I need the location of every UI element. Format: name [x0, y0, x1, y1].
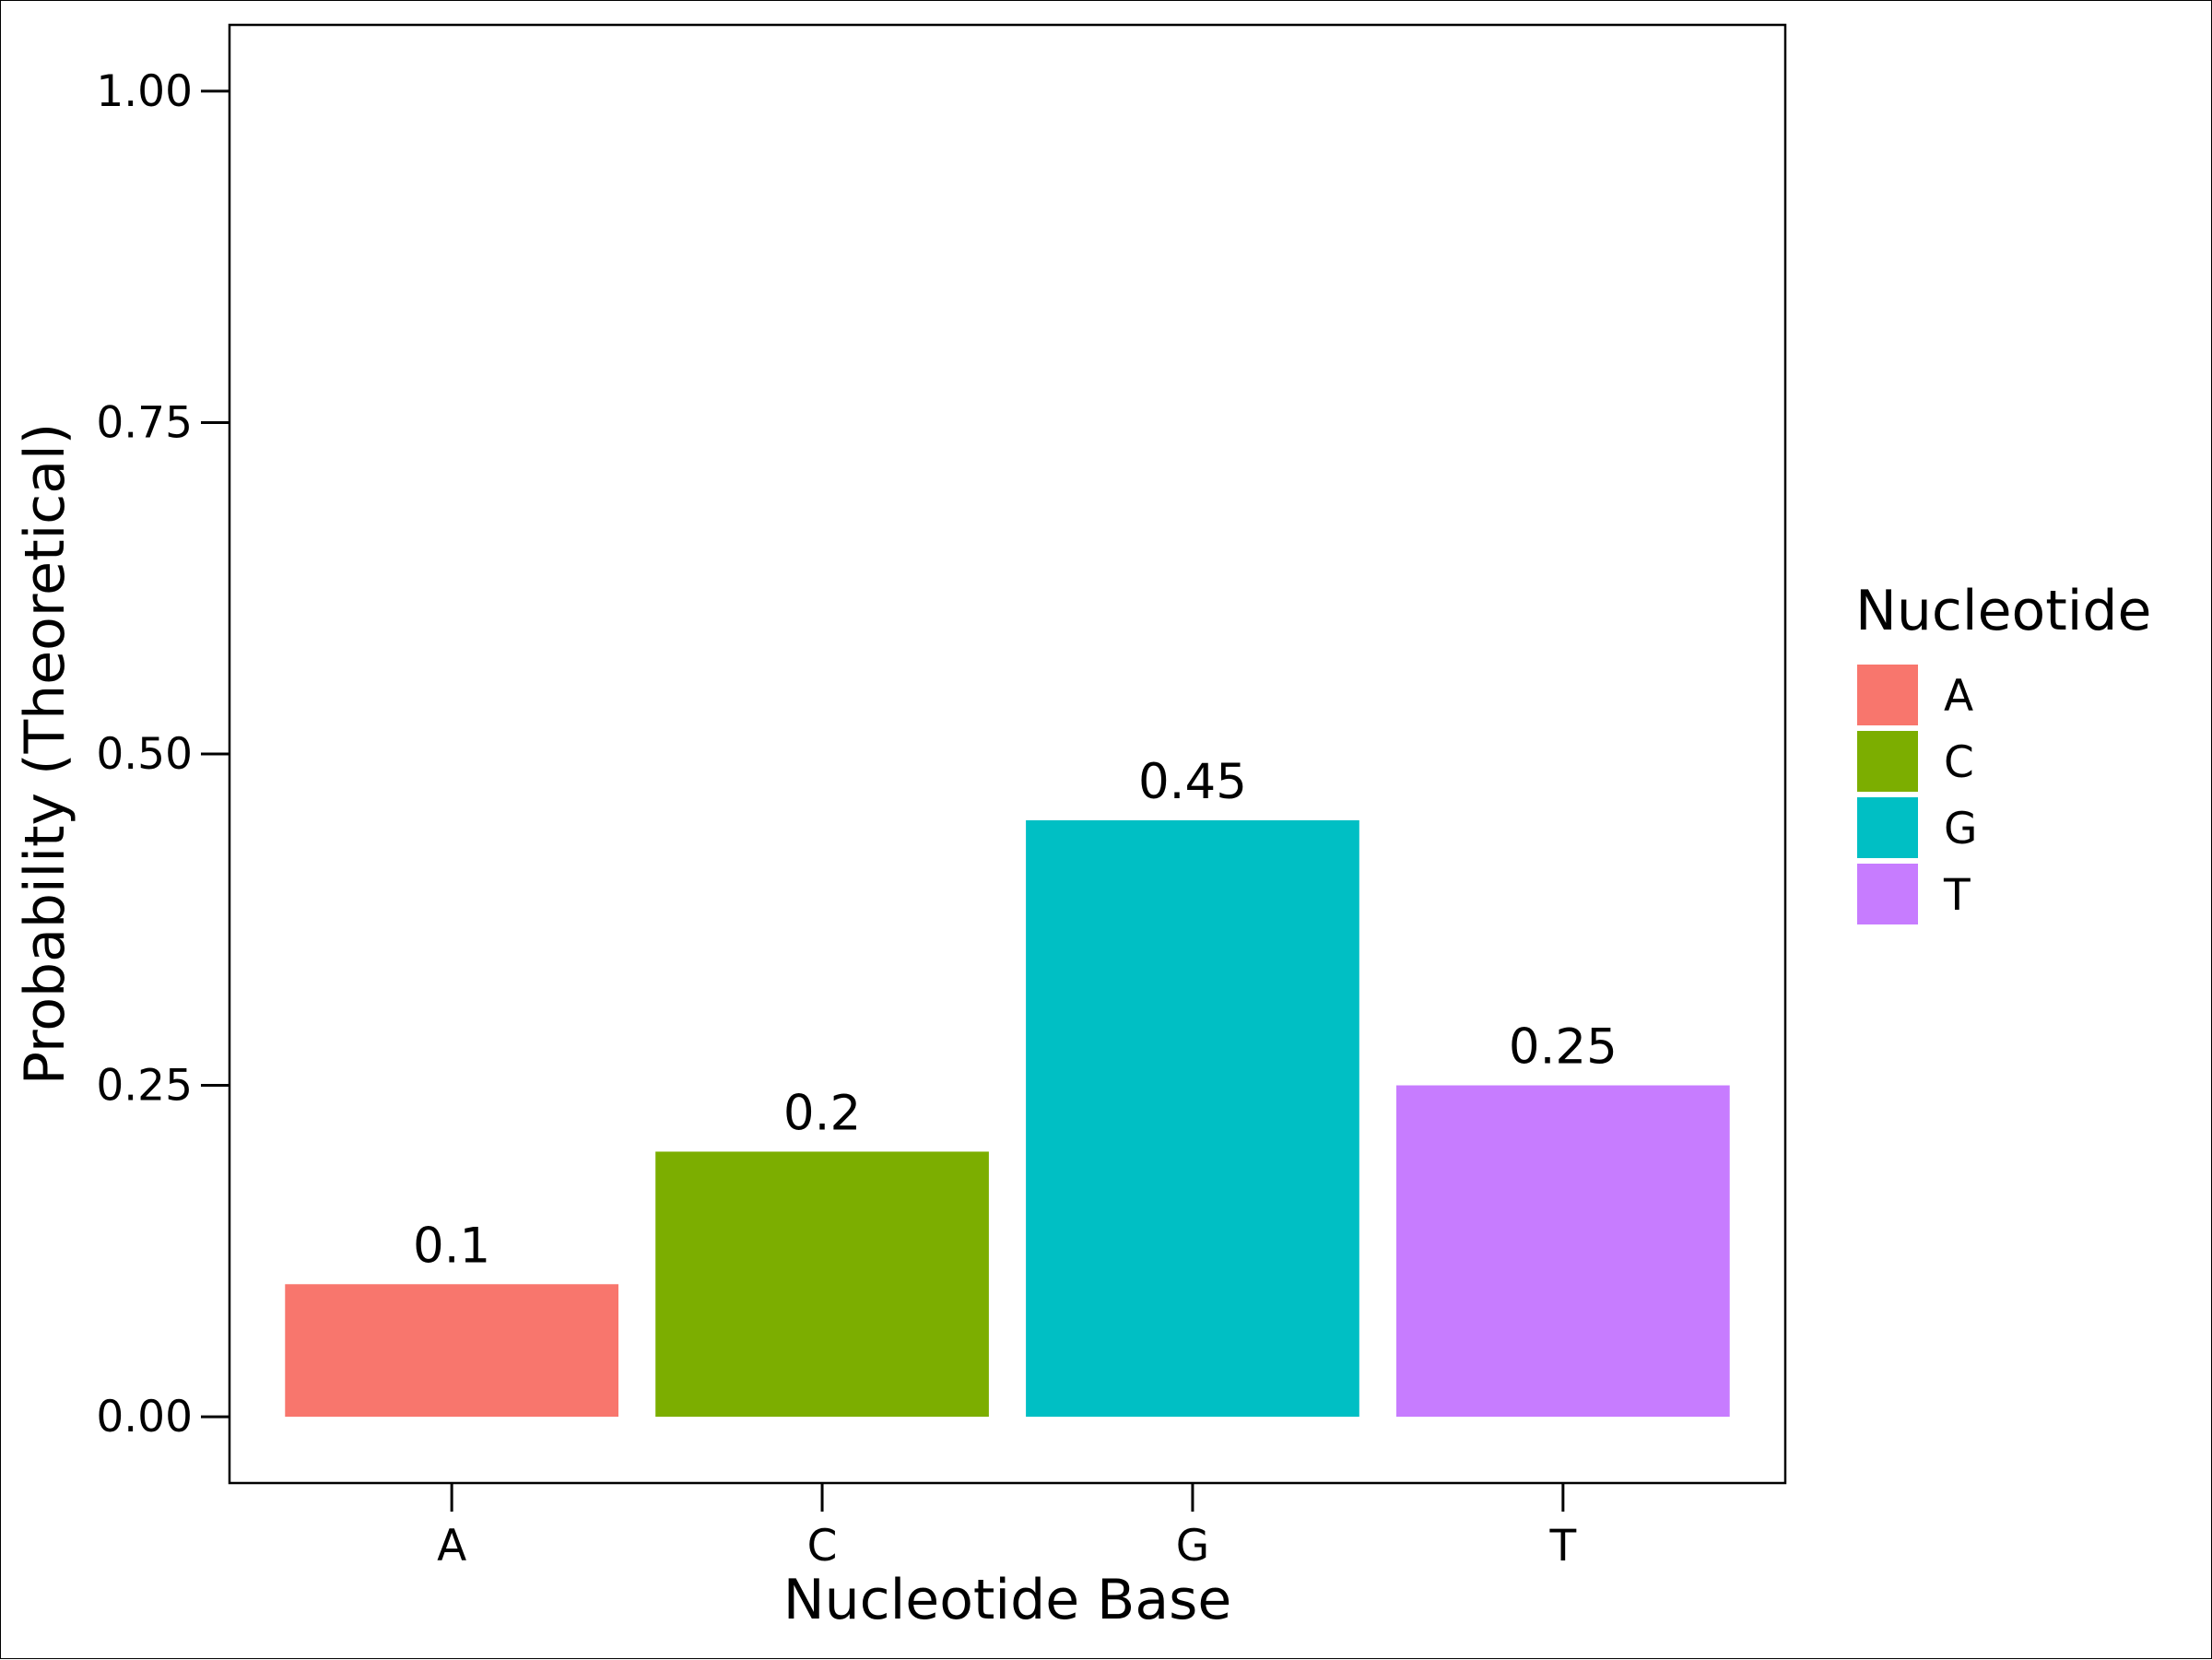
bars-group — [285, 819, 1730, 1418]
y-tick-label: 0.50 — [96, 729, 193, 780]
x-axis-title: Nucleotide Base — [783, 1568, 1232, 1632]
bar-T — [1396, 1085, 1730, 1418]
legend-label-C: C — [1944, 737, 1974, 788]
x-tick-label-C: C — [807, 1521, 838, 1572]
bar-C — [655, 1151, 989, 1418]
data-label-C: 0.2 — [783, 1085, 861, 1141]
y-axis-title: Probability (Theoretical) — [13, 423, 77, 1085]
y-tick-label: 0.00 — [96, 1392, 193, 1442]
bar-A — [285, 1284, 618, 1418]
legend-swatch-T — [1857, 864, 1918, 924]
y-tick-label: 0.75 — [96, 397, 193, 448]
legend-swatch-A — [1857, 665, 1918, 725]
x-tick-label-G: G — [1176, 1521, 1209, 1572]
data-label-G: 0.45 — [1138, 754, 1247, 810]
data-label-A: 0.1 — [413, 1218, 490, 1274]
x-tick-label-T: T — [1548, 1521, 1576, 1572]
legend-swatch-G — [1857, 797, 1918, 858]
y-tick-label: 1.00 — [96, 66, 193, 117]
legend-label-G: G — [1944, 804, 1977, 854]
data-label-T: 0.25 — [1509, 1019, 1618, 1076]
legend-swatch-C — [1857, 731, 1918, 792]
data-labels-group: 0.1 0.2 0.45 0.25 — [413, 754, 1618, 1274]
x-tick-label-A: A — [437, 1521, 466, 1572]
bar-G — [1026, 819, 1359, 1418]
legend-label-A: A — [1944, 671, 1973, 722]
y-axis: 0.00 0.25 0.50 0.75 1.00 — [96, 66, 229, 1442]
legend-title: Nucleotide — [1855, 579, 2151, 643]
legend-label-T: T — [1943, 870, 1971, 921]
y-tick-label: 0.25 — [96, 1061, 193, 1112]
